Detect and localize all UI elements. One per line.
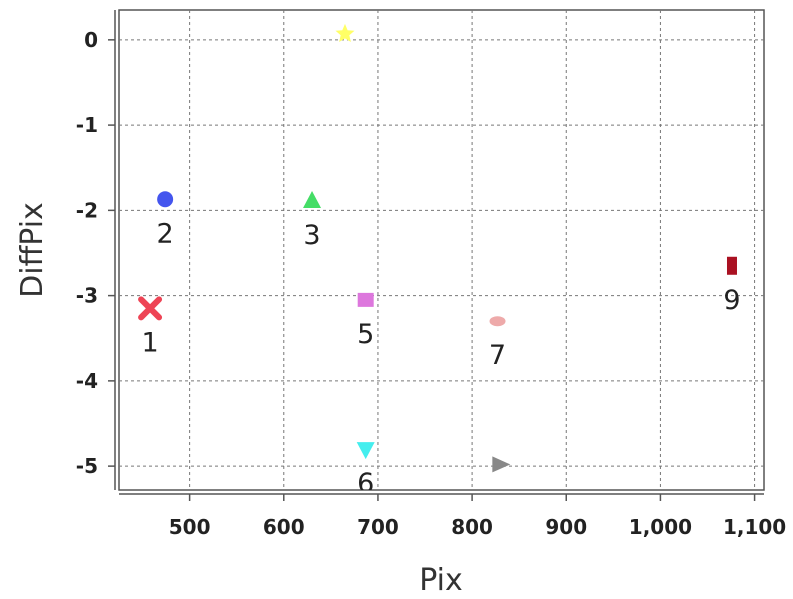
x-tick-label: 900 (545, 515, 587, 539)
data-point (303, 190, 322, 208)
point-label: 7 (489, 340, 506, 371)
data-point (157, 191, 174, 208)
point-label: 5 (357, 319, 374, 350)
x-tick-label: 1,100 (723, 515, 786, 539)
y-tick-label: -4 (76, 369, 98, 393)
x-axis-title: Pix (419, 563, 463, 598)
data-point (489, 316, 506, 327)
x-tick-label: 700 (357, 515, 399, 539)
point-label: 1 (141, 327, 158, 358)
point-label: 3 (303, 220, 320, 251)
x-tick-label: 800 (451, 515, 493, 539)
y-tick-label: -2 (76, 198, 98, 222)
y-axis-title: DiffPix (15, 202, 50, 298)
data-point (335, 23, 355, 42)
point-label: 6 (357, 468, 374, 499)
y-tick-label: -3 (76, 284, 98, 308)
y-tick-label: -1 (76, 113, 98, 137)
data-point (492, 456, 511, 473)
data-point (138, 296, 163, 321)
point-label: 9 (723, 285, 740, 316)
data-point (726, 256, 737, 275)
x-tick-label: 600 (263, 515, 305, 539)
point-label: 2 (157, 218, 174, 249)
data-point (356, 442, 375, 460)
y-tick-label: 0 (84, 28, 98, 52)
plot-area (118, 9, 765, 491)
data-point (357, 292, 374, 307)
x-tick-label: 500 (169, 515, 211, 539)
x-tick-label: 1,000 (629, 515, 692, 539)
y-tick-label: -5 (76, 454, 98, 478)
